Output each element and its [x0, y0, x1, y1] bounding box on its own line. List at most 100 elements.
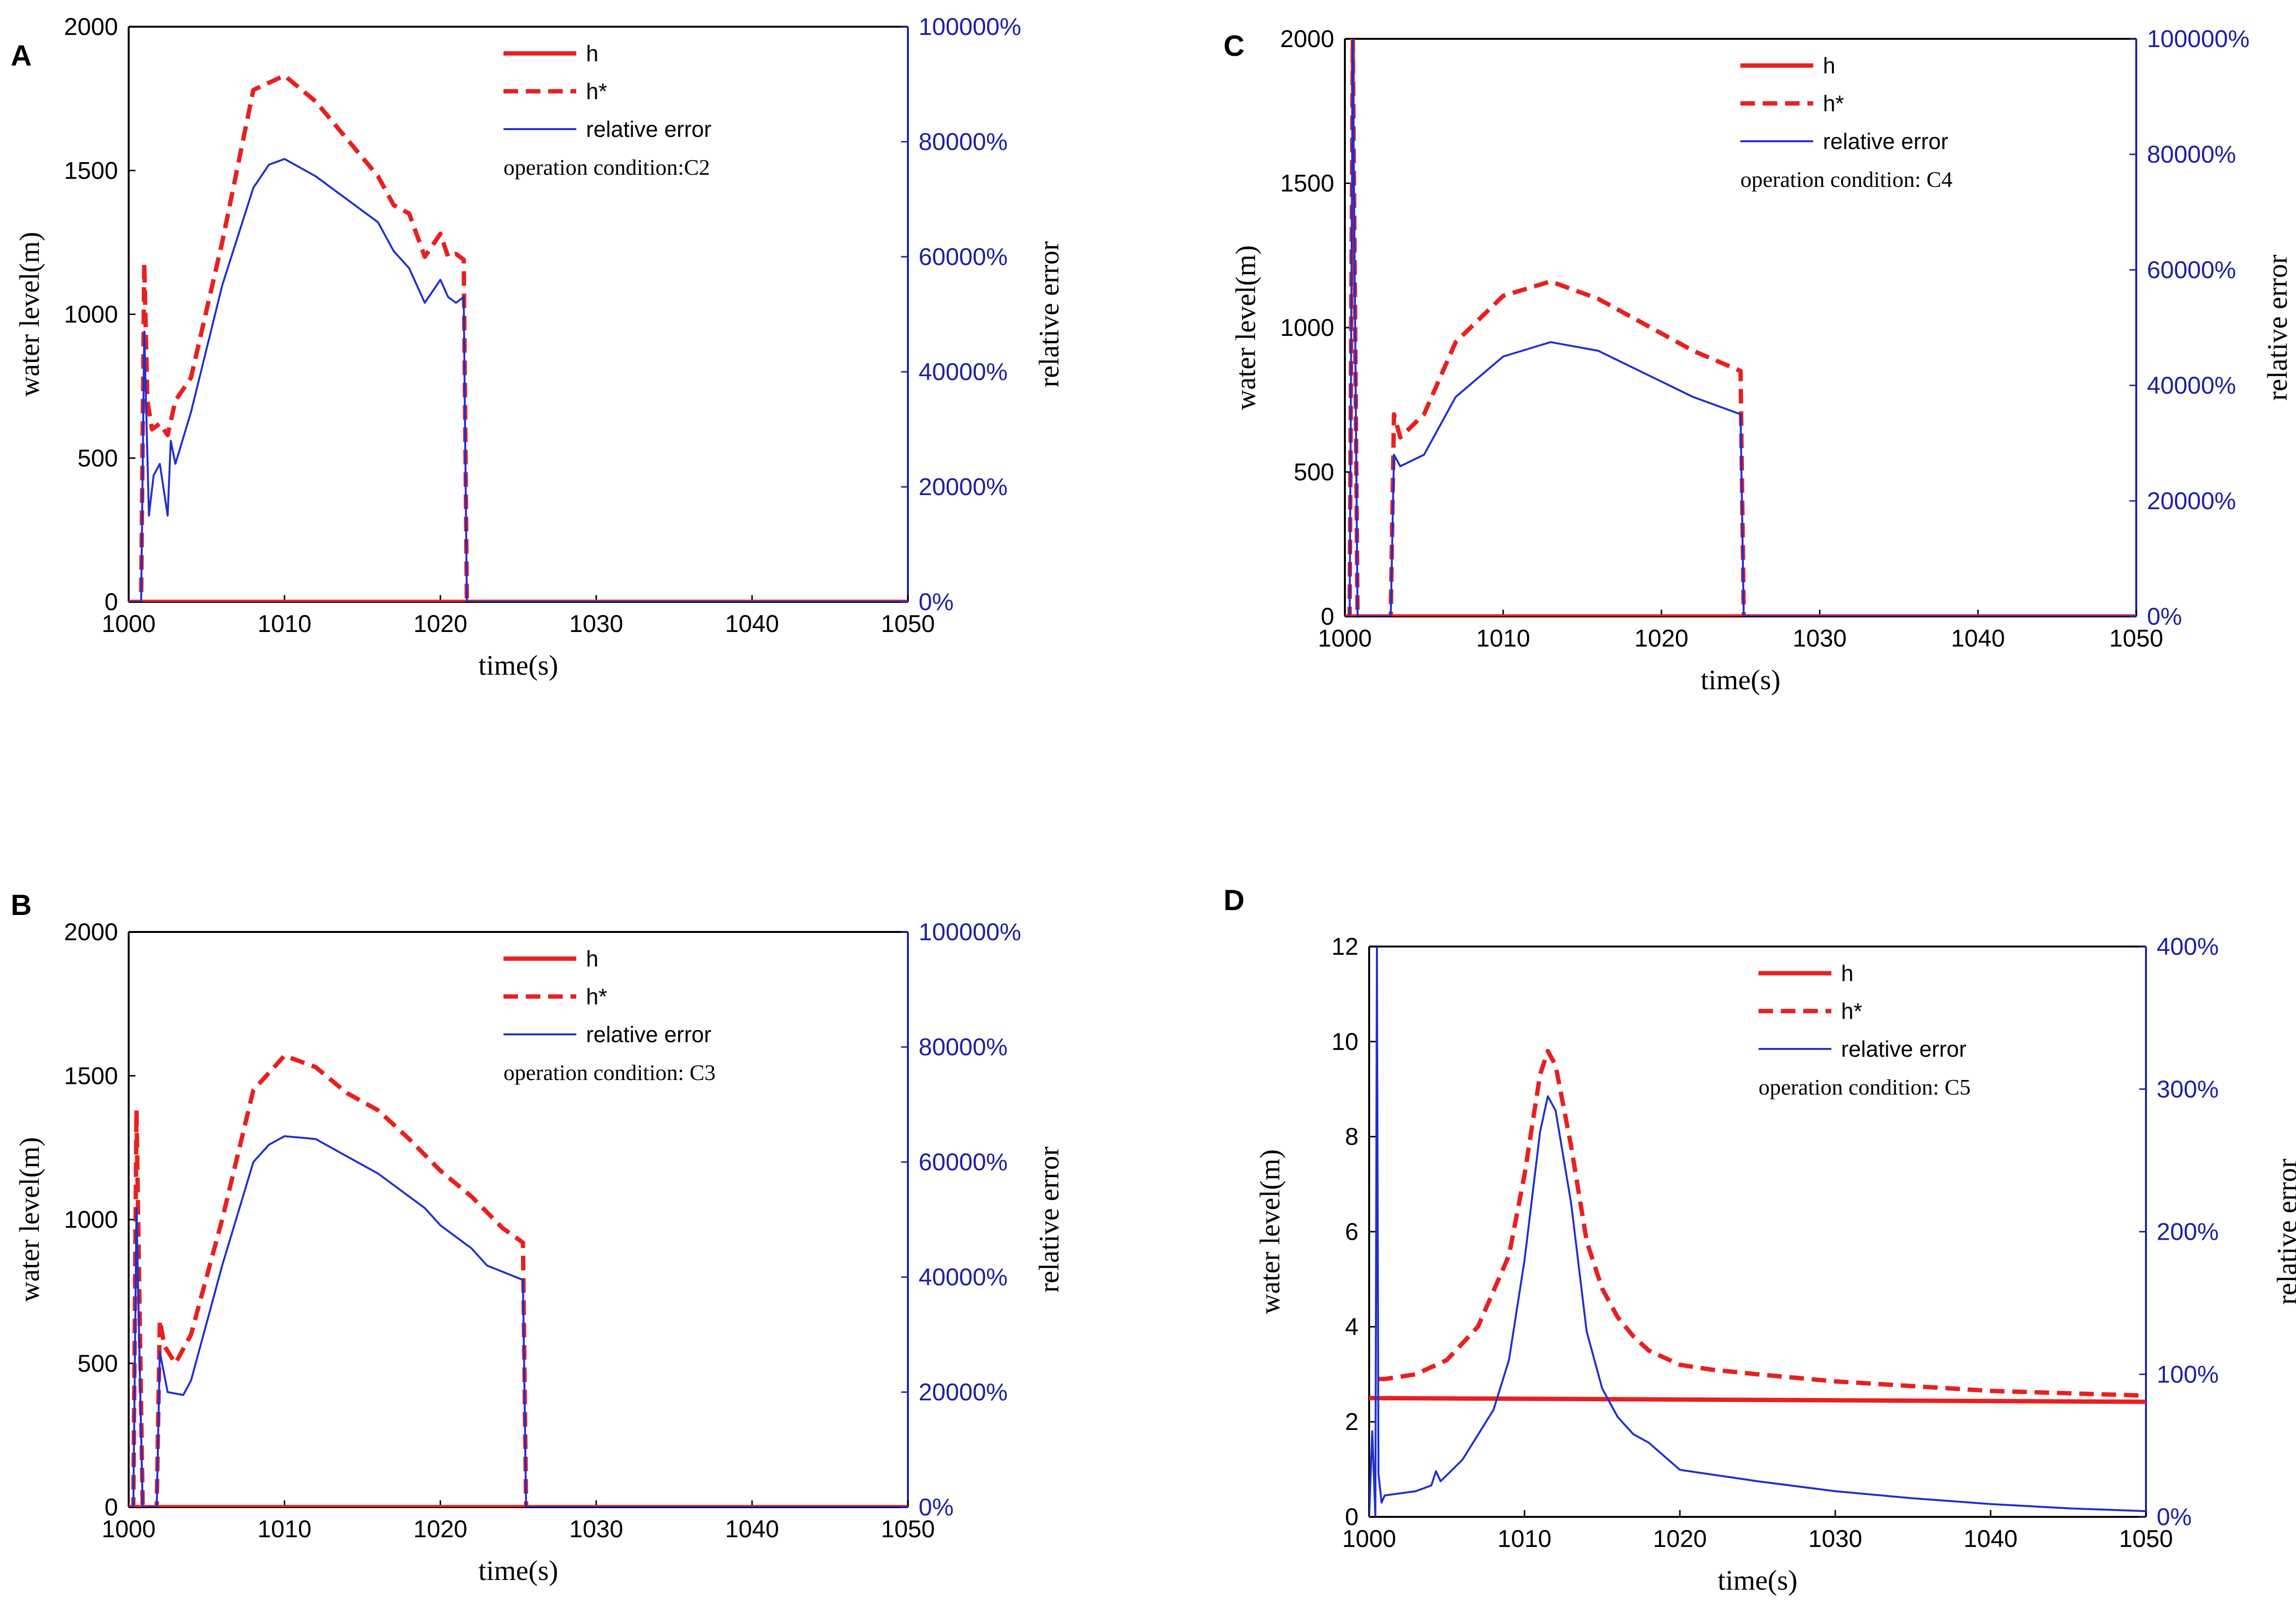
y2-tick-label: 100000%	[919, 13, 1021, 40]
x-tick-label: 1010	[1476, 625, 1530, 652]
y2-tick-label: 60000%	[919, 1148, 1008, 1176]
operation-condition-note: operation condition:C2	[503, 155, 710, 180]
x-tick-label: 1010	[257, 1515, 311, 1543]
y2-axis-title: relative error	[2262, 254, 2293, 400]
y-tick-label: 1500	[64, 157, 118, 184]
x-tick-label: 1040	[1963, 1525, 2017, 1552]
x-tick-label: 1030	[569, 610, 623, 637]
legend-label: h*	[586, 984, 607, 1009]
x-tick-label: 1010	[257, 610, 311, 637]
y-tick-label: 2000	[64, 13, 118, 40]
y-tick-label: 1000	[64, 1206, 118, 1233]
y-tick-label: 1500	[1280, 170, 1334, 197]
panel-c: C 1000 1010 1020 1030 1040 1050 0 500 1000 1500 200…	[1223, 25, 2293, 696]
y2-tick-label: 20000%	[2147, 487, 2236, 515]
y-tick-label: 0	[104, 588, 118, 615]
x-tick-label: 1020	[413, 1515, 467, 1543]
x-tick-label: 1050	[881, 610, 935, 637]
series-h-line	[1369, 1396, 2146, 1404]
y2-tick-label: 40000%	[919, 358, 1008, 385]
y2-axis-title: relative error	[1033, 241, 1065, 387]
series-h-star-line	[1378, 1048, 2146, 1398]
x-tick-label: 1020	[1634, 625, 1688, 652]
panel-d: D 1000 1010 1020 1030 1040 1050 0 2 4 6 8 10 12 0% 100%…	[1223, 884, 2296, 1596]
legend-label: h	[586, 41, 599, 66]
y-tick-label: 2	[1345, 1408, 1358, 1435]
x-tick-label: 1040	[725, 610, 779, 637]
legend-label: h	[586, 946, 599, 971]
y2-tick-label: 200%	[2157, 1218, 2219, 1246]
y2-axis-title: relative error	[2271, 1159, 2296, 1305]
y2-tick-label: 20000%	[919, 473, 1008, 500]
y-tick-label: 2000	[1280, 25, 1334, 52]
legend-label: relative error	[1841, 1036, 1966, 1062]
y-axis-title: water level(m)	[14, 232, 45, 397]
y-tick-label: 8	[1345, 1123, 1358, 1150]
series-relative-error-line	[1369, 947, 2146, 1517]
y2-tick-label: 100000%	[919, 918, 1021, 946]
x-tick-label: 1010	[1497, 1525, 1551, 1552]
y-tick-label: 0	[1345, 1503, 1358, 1530]
y2-tick-label: 80000%	[2147, 141, 2236, 168]
y2-tick-label: 60000%	[919, 243, 1008, 270]
legend-label: h	[1841, 961, 1854, 986]
x-tick-label: 1000	[101, 610, 155, 637]
legend-label: relative error	[586, 116, 711, 142]
x-tick-label: 1000	[1318, 625, 1372, 652]
y-tick-label: 0	[1321, 603, 1334, 630]
series-relative-error-line	[1345, 39, 2136, 616]
y-axis-title: water level(m)	[1230, 245, 1261, 410]
panel-letter-a: A	[11, 39, 32, 72]
y2-tick-label: 100000%	[2147, 25, 2249, 52]
panel-a: A 1000 1010 1020 1030 1040 1050 0 500 1000 1500 200…	[11, 13, 1065, 681]
y-tick-label: 500	[78, 1350, 118, 1377]
x-tick-label: 1050	[881, 1515, 935, 1543]
y2-tick-label: 0%	[919, 588, 954, 615]
y2-tick-label: 100%	[2157, 1361, 2219, 1388]
y-tick-label: 12	[1331, 933, 1358, 960]
y2-tick-label: 0%	[919, 1494, 954, 1521]
x-tick-label: 1000	[101, 1515, 155, 1543]
y2-tick-label: 0%	[2157, 1503, 2192, 1530]
legend-label: relative error	[586, 1022, 711, 1047]
y-tick-label: 1000	[64, 301, 118, 328]
x-tick-label: 1030	[1793, 625, 1846, 652]
y2-tick-label: 80000%	[919, 1033, 1008, 1061]
x-tick-label: 1030	[1808, 1525, 1862, 1552]
x-tick-label: 1040	[725, 1515, 779, 1543]
y2-tick-label: 40000%	[919, 1263, 1008, 1291]
y2-tick-label: 40000%	[2147, 372, 2236, 399]
x-axis-title: time(s)	[478, 649, 558, 681]
y-tick-label: 500	[1294, 459, 1334, 486]
y2-tick-label: 400%	[2157, 933, 2219, 960]
y-tick-label: 6	[1345, 1218, 1358, 1246]
x-tick-label: 1020	[413, 610, 467, 637]
y-tick-label: 0	[104, 1494, 118, 1521]
panel-letter-b: B	[11, 889, 32, 921]
y2-tick-label: 0%	[2147, 603, 2182, 630]
operation-condition-note: operation condition: C3	[503, 1060, 716, 1085]
y-axis-title: water level(m)	[14, 1137, 45, 1302]
series-h-star-line	[129, 73, 908, 602]
legend-label: h*	[1841, 998, 1862, 1024]
y2-tick-label: 20000%	[919, 1379, 1008, 1406]
y-tick-label: 500	[78, 445, 118, 472]
x-axis-title: time(s)	[478, 1555, 558, 1586]
x-tick-label: 1020	[1653, 1525, 1707, 1552]
x-tick-label: 1040	[1951, 625, 2005, 652]
series-h-star-line	[1345, 39, 2136, 616]
x-tick-label: 1030	[569, 1515, 623, 1543]
operation-condition-note: operation condition: C5	[1759, 1075, 1971, 1099]
series-relative-error-line	[129, 158, 908, 602]
x-tick-label: 1050	[2109, 625, 2163, 652]
legend-label: relative error	[1823, 129, 1948, 154]
y-tick-label: 1500	[64, 1062, 118, 1089]
y-tick-label: 2000	[64, 918, 118, 946]
panel-letter-c: C	[1223, 30, 1244, 62]
panel-letter-d: D	[1223, 884, 1244, 916]
y2-tick-label: 300%	[2157, 1076, 2219, 1103]
x-axis-title: time(s)	[1718, 1564, 1797, 1596]
y-tick-label: 10	[1331, 1028, 1358, 1055]
